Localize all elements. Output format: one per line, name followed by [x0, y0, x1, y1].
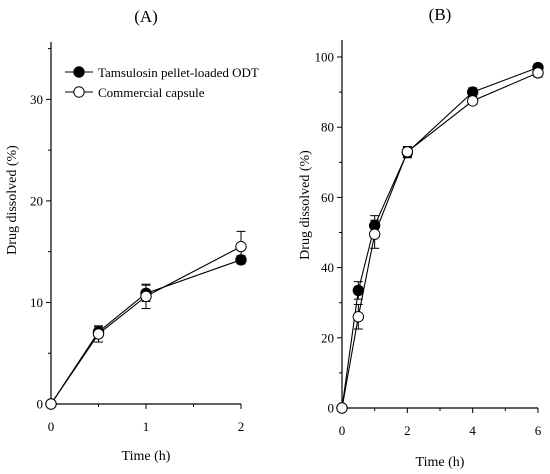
data-point-capsule [336, 402, 348, 414]
data-point-odt [352, 284, 365, 297]
legend-marker-capsule [73, 86, 85, 98]
y-tick-label: 100 [315, 50, 335, 65]
x-tick-label: 4 [469, 423, 476, 438]
x-tick-label: 6 [535, 423, 542, 438]
y-tick-label: 10 [30, 295, 43, 310]
data-point-odt [235, 254, 247, 266]
legend-label-odt: Tamsulosin pellet-loaded ODT [98, 65, 259, 80]
data-point-capsule [92, 328, 105, 340]
y-tick-label: 80 [321, 120, 334, 135]
legend-label-capsule: Commercial capsule [98, 85, 205, 100]
panel-b: (B) 0 20 40 60 80 100 0 2 4 6 Time (h) Drug disso… [298, 5, 544, 470]
series-line-odt [341, 67, 539, 409]
data-point-capsule [401, 146, 414, 158]
data-point-capsule [235, 240, 247, 253]
y-tick-label: 30 [30, 92, 43, 107]
y-tick-label: 40 [321, 260, 334, 275]
y-tick-label: 20 [321, 330, 334, 345]
data-point-capsule [368, 228, 381, 240]
panel-b-y-axis-title: Drug dissolved (%) [298, 150, 313, 260]
panel-b-label: (B) [429, 5, 452, 24]
panel-a-y-axis-title: Drug dissolved (%) [5, 145, 20, 255]
y-tick-label: 0 [37, 397, 44, 412]
data-point-capsule [140, 290, 152, 303]
x-tick-label: 2 [238, 419, 245, 434]
y-tick-label: 20 [30, 193, 43, 208]
x-tick-label: 2 [404, 423, 411, 438]
data-point-capsule [532, 67, 544, 79]
data-point-capsule [352, 311, 365, 323]
x-tick-label: 0 [48, 419, 55, 434]
panel-b-x-axis-title: Time (h) [416, 455, 465, 470]
panel-a-label: (A) [134, 7, 158, 26]
y-tick-label: 0 [328, 401, 335, 416]
x-tick-label: 0 [339, 423, 346, 438]
data-point-capsule [45, 398, 57, 410]
panel-a: (A) 0 10 20 30 0 1 2 Time (h) Drug dissolved (… [5, 7, 259, 464]
y-tick-label: 60 [321, 190, 334, 205]
x-tick-label: 1 [143, 419, 150, 434]
series-line-capsule [50, 246, 242, 405]
data-point-capsule [466, 95, 479, 107]
series-line-capsule [341, 72, 539, 409]
series-line-odt [50, 259, 242, 405]
panel-a-x-axis-title: Time (h) [122, 449, 171, 464]
panel-a-legend: Tamsulosin pellet-loaded ODT Commercial … [65, 65, 259, 100]
